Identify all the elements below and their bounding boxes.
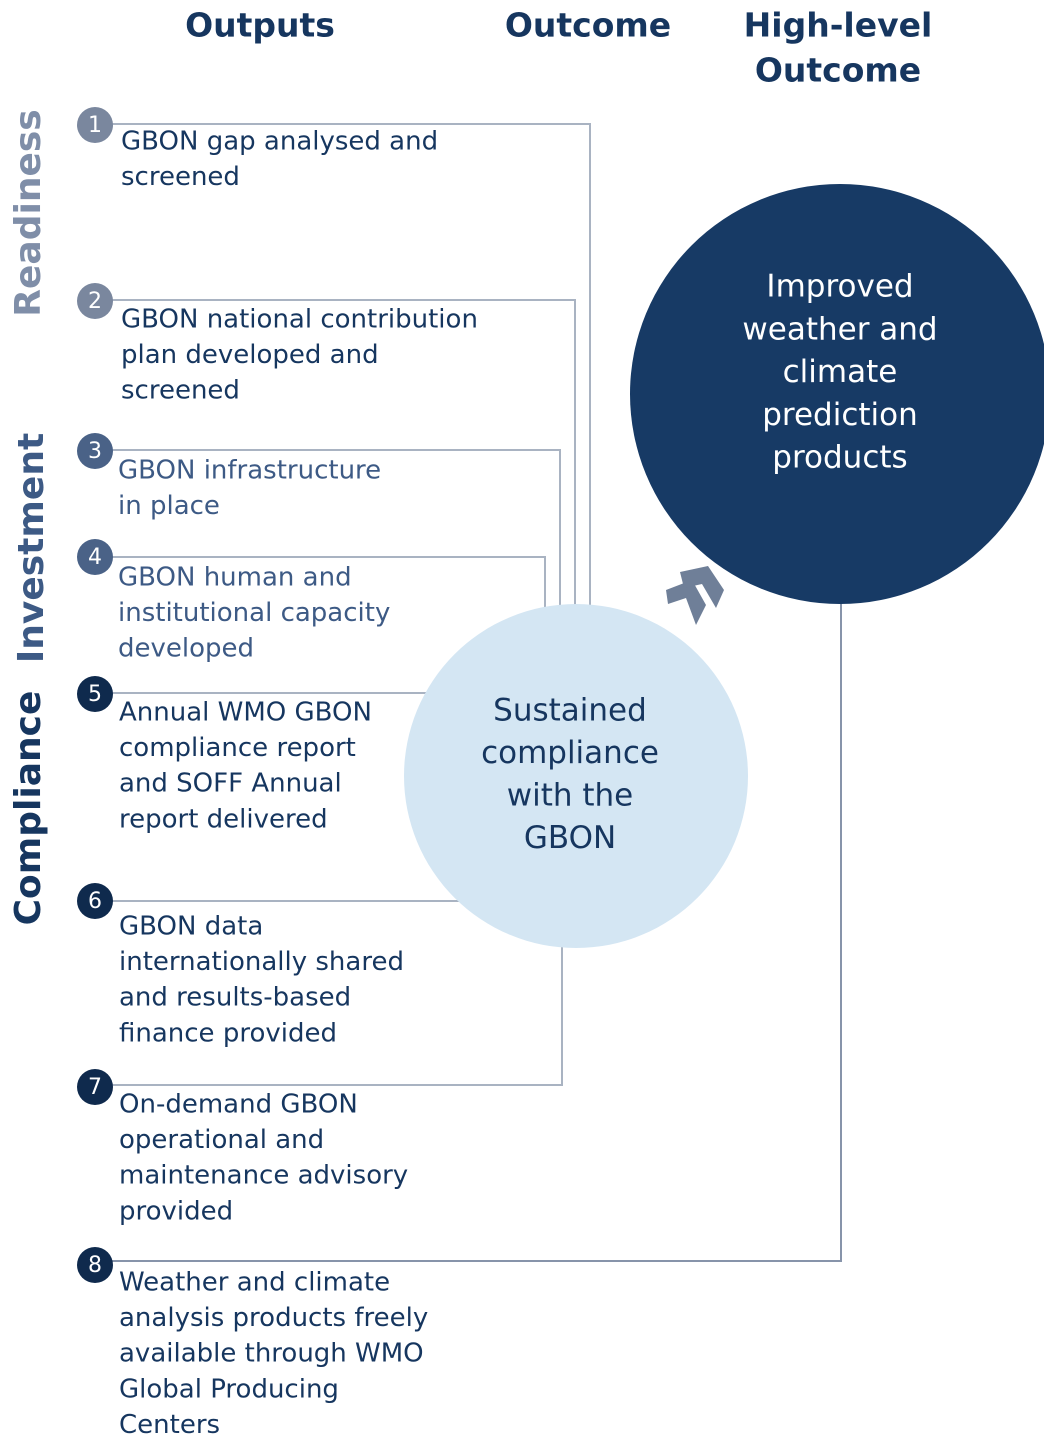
output-text: and SOFF Annual (119, 769, 342, 799)
chevron (666, 580, 706, 625)
output-text: internationally shared (119, 947, 404, 977)
output-text: On-demand GBON (119, 1090, 358, 1120)
high-level-text: prediction (762, 397, 918, 433)
output-text: Weather and climate (119, 1268, 390, 1298)
output-text: Centers (119, 1410, 220, 1437)
header-outputs: Outputs (185, 6, 335, 45)
output-text: screened (121, 162, 240, 192)
chevrons (666, 566, 724, 625)
connector (100, 940, 563, 1086)
connector (100, 556, 546, 615)
output-text: and results-based (119, 983, 351, 1013)
phase-label: Readiness (8, 109, 49, 316)
output-text: GBON gap analysed and (121, 127, 438, 157)
high-level-text: products (772, 440, 907, 476)
output-text: Global Producing (119, 1374, 339, 1404)
outcome-text: compliance (481, 735, 659, 771)
outcome-text: with the (507, 778, 634, 814)
output-text: in place (118, 491, 220, 521)
high-level-text: weather and (742, 311, 937, 347)
number-label: 5 (88, 682, 102, 707)
number-badge (77, 1069, 113, 1105)
number-badge (77, 883, 113, 919)
output-text: GBON infrastructure (118, 456, 381, 486)
output-text: GBON data (119, 912, 263, 942)
output-text: operational and (119, 1125, 324, 1155)
output-text: analysis products freely (119, 1303, 428, 1333)
output-text: Annual WMO GBON (119, 698, 372, 728)
output-text: GBON human and (118, 563, 352, 593)
output-text: finance provided (119, 1018, 337, 1048)
header-high-level: High-level (744, 6, 933, 45)
number-label: 7 (88, 1075, 102, 1100)
number-label: 4 (88, 545, 102, 570)
header-outcome: Outcome (505, 6, 671, 45)
output-text: screened (121, 376, 240, 406)
output-text: provided (119, 1196, 233, 1226)
output-text: GBON national contribution (121, 305, 478, 335)
header-high-level: Outcome (755, 51, 921, 90)
number-badge (77, 539, 113, 575)
outcome-text: GBON (524, 820, 616, 856)
high-level-text: Improved (766, 269, 913, 305)
connector (100, 299, 576, 610)
connectors (100, 123, 842, 1262)
output-text: developed (118, 634, 254, 664)
outcome-text: Sustained (493, 693, 647, 729)
number-badge (77, 433, 113, 469)
outcome-circle (404, 604, 748, 948)
number-label: 2 (88, 289, 102, 314)
output-text: institutional capacity (118, 598, 390, 628)
phase-label: Compliance (8, 691, 49, 926)
number-label: 3 (88, 439, 102, 464)
phase-label: Investment (11, 433, 52, 663)
output-text: plan developed and (121, 340, 379, 370)
connector (100, 123, 591, 607)
connector (100, 449, 561, 612)
output-text: compliance report (119, 733, 356, 763)
number-label: 1 (88, 113, 102, 138)
high-level-text: climate (783, 354, 898, 390)
number-badge (77, 283, 113, 319)
number-label: 8 (88, 1253, 102, 1278)
number-badge (77, 1247, 113, 1283)
output-text: report delivered (119, 804, 328, 834)
output-text: maintenance advisory (119, 1161, 408, 1191)
number-badge (77, 107, 113, 143)
output-text: available through WMO (119, 1339, 424, 1369)
chevron (680, 566, 724, 608)
connector (100, 590, 842, 1262)
number-badge (77, 676, 113, 712)
high-level-circle (630, 184, 1044, 604)
number-label: 6 (88, 889, 102, 914)
